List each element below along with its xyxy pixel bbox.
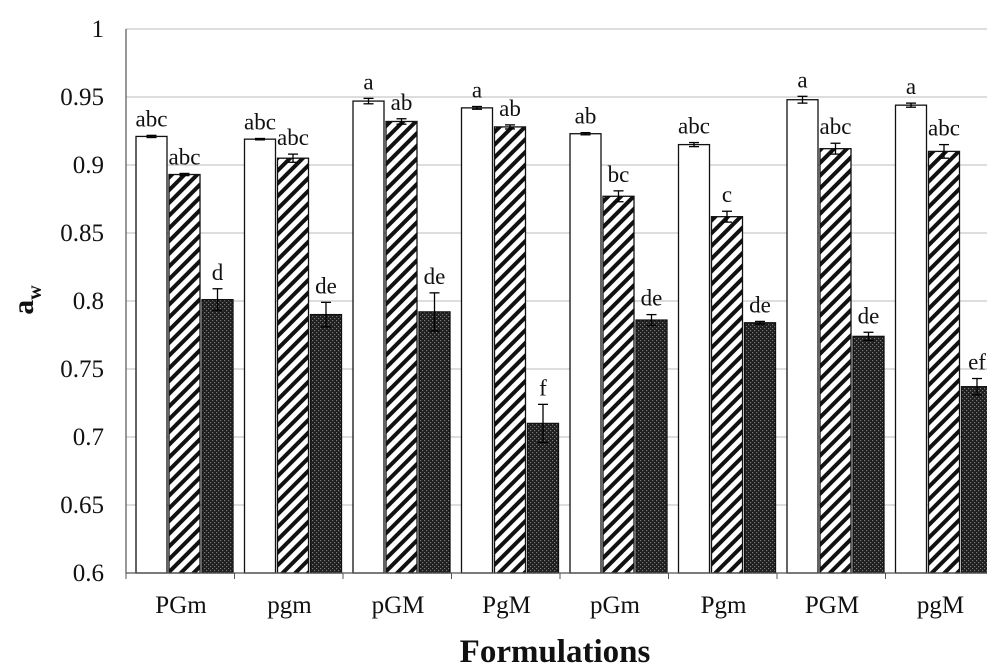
bar	[569, 133, 602, 574]
category-label: pGM	[372, 592, 425, 619]
significance-label: f	[539, 375, 547, 400]
y-tick-label: 0.65	[60, 492, 104, 519]
significance-label: d	[212, 260, 224, 285]
bar	[786, 99, 819, 574]
bar	[135, 135, 168, 574]
bar	[309, 313, 343, 574]
bar	[526, 422, 560, 574]
bar	[352, 100, 385, 574]
significance-label: a	[906, 74, 916, 99]
y-tick-label: 0.7	[73, 424, 104, 451]
y-tick-label: 0.75	[60, 356, 104, 383]
significance-label: a	[797, 67, 807, 92]
bar	[960, 386, 987, 574]
significance-label: de	[424, 264, 446, 289]
bar	[743, 322, 777, 574]
y-tick-label: 0.6	[73, 560, 104, 587]
significance-label: abc	[678, 114, 710, 139]
category-label: pgM	[917, 592, 964, 619]
category-label: pgm	[267, 592, 312, 619]
significance-label: abc	[169, 144, 201, 169]
bar	[894, 104, 928, 574]
significance-label: ab	[391, 90, 413, 115]
y-axis-title: aw	[7, 285, 46, 315]
y-axis-title-main: a	[7, 300, 40, 315]
bar	[460, 107, 494, 574]
significance-label: abc	[136, 106, 168, 131]
significance-label: de	[858, 303, 880, 328]
bar	[243, 138, 277, 574]
significance-label: de	[641, 286, 663, 311]
axes	[125, 29, 987, 579]
bar	[635, 319, 668, 574]
bar	[385, 120, 418, 574]
significance-label: ab	[499, 96, 521, 121]
category-label: PGM	[805, 592, 859, 619]
y-axis-title-subscript: w	[24, 285, 46, 300]
x-axis-title: Formulations	[460, 634, 651, 670]
bar	[418, 311, 451, 574]
category-label: pGm	[590, 592, 641, 619]
bar	[493, 126, 527, 574]
bar	[602, 195, 635, 574]
significance-label: abc	[244, 109, 276, 134]
y-tick-label: 0.95	[60, 84, 104, 111]
significance-label: bc	[608, 162, 630, 187]
bar	[168, 173, 201, 574]
significance-label: a	[363, 69, 373, 94]
significance-label: abc	[277, 125, 309, 150]
category-label: Pgm	[701, 592, 747, 619]
bar	[927, 150, 961, 574]
bars	[135, 95, 987, 574]
significance-label: de	[315, 273, 337, 298]
y-tick-label: 0.85	[60, 220, 104, 247]
category-label: PGm	[155, 592, 207, 619]
bar	[276, 157, 310, 574]
bar	[710, 216, 744, 574]
significance-label: c	[722, 182, 732, 207]
significance-label: a	[472, 78, 482, 103]
y-tick-label: 0.8	[73, 288, 104, 315]
category-label: PgM	[482, 592, 531, 619]
y-tick-label: 0.9	[73, 152, 104, 179]
bar	[852, 335, 885, 574]
bar	[201, 298, 234, 574]
y-tick-label: 1	[92, 16, 105, 43]
significance-label: abc	[820, 114, 852, 139]
bar	[677, 143, 711, 574]
labels: 0.60.650.70.750.80.850.90.951PGmabcabcdp…	[60, 16, 986, 619]
significance-label: de	[749, 292, 771, 317]
bar	[819, 148, 852, 574]
significance-label: ab	[575, 104, 597, 129]
significance-label: ef	[968, 350, 986, 375]
significance-label: abc	[928, 116, 960, 141]
